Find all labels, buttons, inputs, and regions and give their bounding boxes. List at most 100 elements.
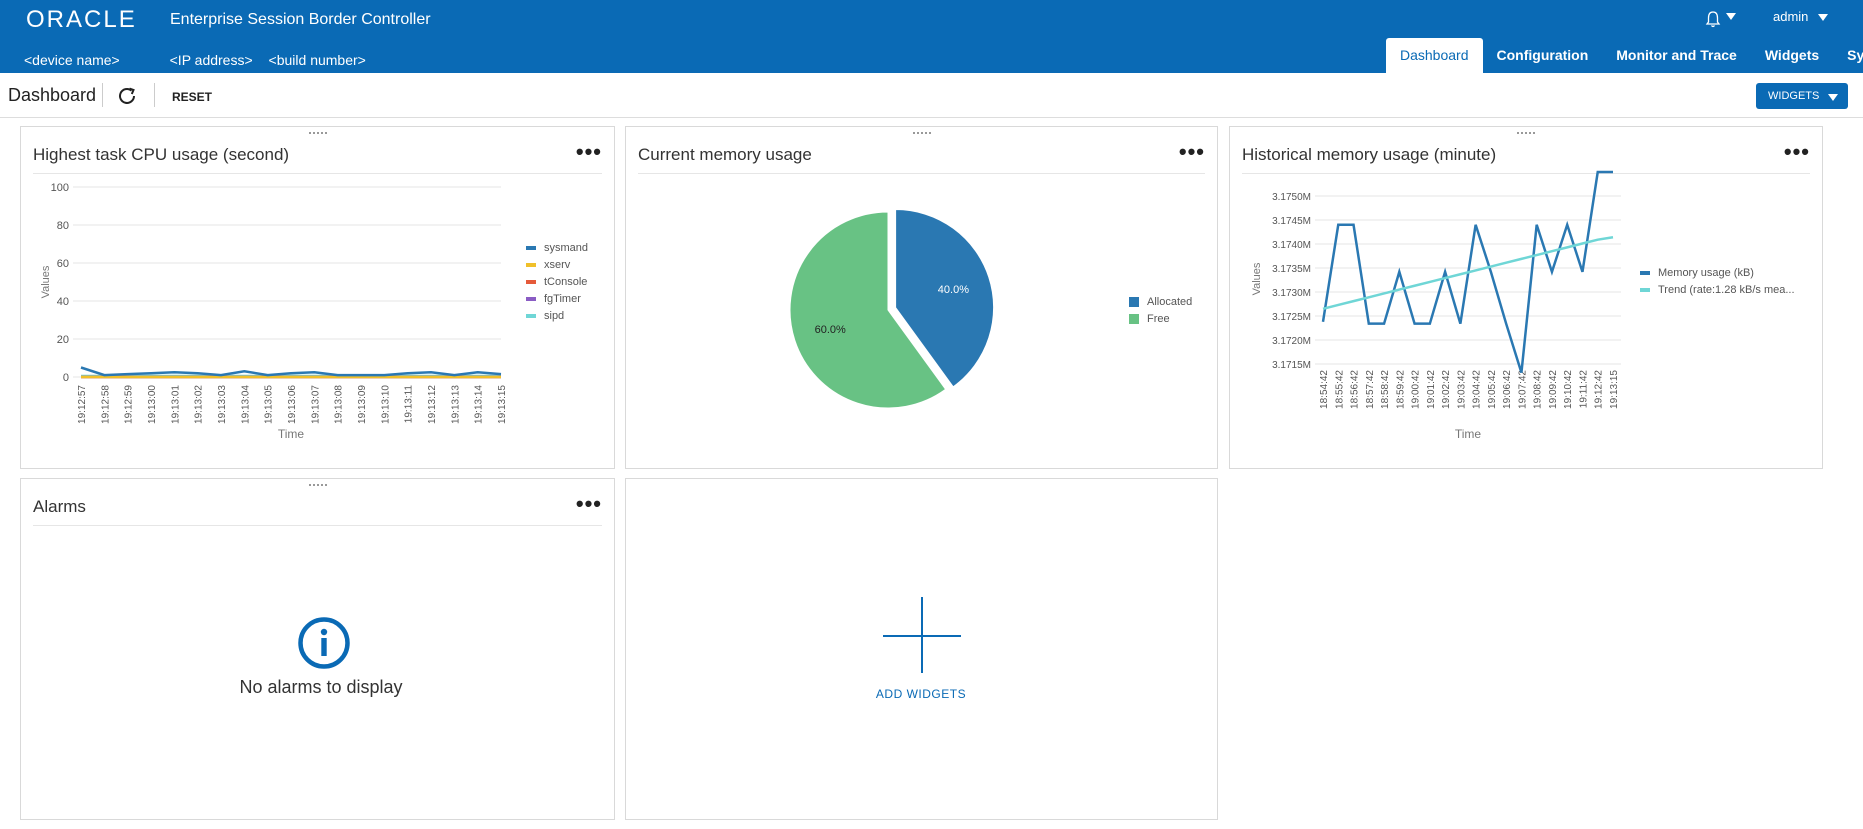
x-tick-label: 19:13:15 <box>1609 370 1620 409</box>
legend-item: fgTimer <box>526 290 588 307</box>
cpu-usage-widget: Highest task CPU usage (second) ••• 0 20 4… <box>20 126 615 469</box>
series-line <box>80 366 502 377</box>
ip-address: <IP address> <box>169 52 253 68</box>
memory-usage-widget: Current memory usage ••• 40.0% 60.0% Allo… <box>625 126 1218 469</box>
x-tick-label: 19:04:42 <box>1472 370 1483 409</box>
more-options-icon[interactable]: ••• <box>575 491 602 516</box>
y-tick-label: 3.1750M <box>1272 192 1311 203</box>
slice-label: 60.0% <box>815 324 846 336</box>
chart-legend: Allocated Free <box>1129 293 1192 327</box>
bell-icon[interactable] <box>1703 9 1723 29</box>
legend-item: sysmand <box>526 239 588 256</box>
widgets-button-label: WIDGETS <box>1768 90 1820 102</box>
x-tick-label: 19:13:01 <box>170 385 181 424</box>
x-tick-label: 19:05:42 <box>1487 370 1498 409</box>
add-widgets-link[interactable]: ADD WIDGETS <box>875 687 967 701</box>
info-icon <box>298 617 350 669</box>
title-divider <box>1242 173 1810 174</box>
legend-item: Memory usage (kB) <box>1640 264 1795 281</box>
slice-label: 40.0% <box>938 284 969 296</box>
x-tick-label: 19:00:42 <box>1411 370 1422 409</box>
refresh-icon[interactable] <box>116 85 138 107</box>
alarms-widget: Alarms ••• No alarms to display <box>20 478 615 820</box>
more-options-icon[interactable]: ••• <box>1783 139 1810 164</box>
y-tick-label: 40 <box>57 296 69 308</box>
chevron-down-icon[interactable] <box>1726 13 1736 20</box>
toolbar-divider <box>154 83 155 107</box>
cpu-usage-chart: 0 20 40 60 80 100 Values Time 19:12:57 19:12:58 19… <box>40 182 508 441</box>
x-tick-label: 18:59:42 <box>1395 370 1406 409</box>
x-tick-label: 19:13:07 <box>310 385 321 424</box>
y-tick-label: 80 <box>57 220 69 232</box>
chevron-down-icon <box>1818 14 1829 22</box>
x-tick-label: 18:54:42 <box>1319 370 1330 409</box>
y-axis-label: Values <box>40 265 52 298</box>
x-tick-label: 19:13:11 <box>404 385 415 424</box>
more-options-icon[interactable]: ••• <box>575 139 602 164</box>
reset-button[interactable]: RESET <box>172 90 213 104</box>
y-tick-label: 3.1730M <box>1272 288 1311 299</box>
widget-title: Highest task CPU usage (second) <box>33 145 290 164</box>
x-tick-label: 19:13:00 <box>147 385 158 424</box>
x-tick-label: 18:57:42 <box>1365 370 1376 409</box>
legend-item: tConsole <box>526 273 588 290</box>
y-axis-label: Values <box>1251 262 1263 295</box>
x-tick-label: 19:01:42 <box>1426 370 1437 409</box>
x-tick-label: 19:12:42 <box>1594 370 1605 409</box>
drag-handle[interactable] <box>912 132 931 134</box>
x-tick-label: 19:13:08 <box>334 385 345 424</box>
y-tick-label: 0 <box>63 372 69 384</box>
x-tick-label: 19:11:42 <box>1578 370 1589 409</box>
tab-monitor-and-trace[interactable]: Monitor and Trace <box>1616 47 1737 63</box>
historical-memory-widget: Historical memory usage (minute) ••• 3.1… <box>1229 126 1823 469</box>
title-divider <box>33 525 602 526</box>
legend-item: sipd <box>526 307 588 324</box>
x-tick-label: 19:13:02 <box>194 385 205 424</box>
x-tick-label: 19:13:05 <box>264 385 275 424</box>
y-tick-label: 3.1735M <box>1272 264 1311 275</box>
drag-handle[interactable] <box>308 484 327 486</box>
widget-title: Current memory usage <box>638 145 812 164</box>
x-tick-label: 19:13:09 <box>357 385 368 424</box>
legend-item: Trend (rate:1.28 kB/s mea... <box>1640 281 1795 298</box>
chart-legend: Memory usage (kB) Trend (rate:1.28 kB/s … <box>1640 264 1795 298</box>
widget-title: Alarms <box>33 497 86 516</box>
x-tick-label: 19:08:42 <box>1533 370 1544 409</box>
y-tick-label: 3.1725M <box>1272 312 1311 323</box>
tab-configuration[interactable]: Configuration <box>1496 47 1589 63</box>
oracle-logo: ORACLE <box>26 6 137 33</box>
toolbar-divider <box>102 83 103 107</box>
device-name: <device name> <box>24 52 120 68</box>
x-tick-label: 19:13:13 <box>450 385 461 424</box>
x-tick-label: 19:12:58 <box>100 385 111 424</box>
plus-icon[interactable] <box>883 635 961 637</box>
pie-slice <box>789 211 947 409</box>
more-options-icon[interactable]: ••• <box>1178 139 1205 164</box>
legend-item: Allocated <box>1129 293 1192 310</box>
widgets-button[interactable]: WIDGETS <box>1756 83 1848 109</box>
app-header: ORACLE Enterprise Session Border Control… <box>0 0 1863 73</box>
y-tick-label: 3.1745M <box>1272 216 1311 227</box>
x-tick-label: 19:13:10 <box>380 385 391 424</box>
y-tick-label: 60 <box>57 258 69 270</box>
memory-history-chart: 3.1715M 3.1720M 3.1725M 3.1730M 3.1735M 3.174… <box>1251 170 1621 441</box>
x-tick-label: 19:06:42 <box>1502 370 1513 409</box>
tab-dashboard[interactable]: Dashboard <box>1386 38 1483 73</box>
product-name: Enterprise Session Border Controller <box>170 11 431 28</box>
x-axis-label: Time <box>278 427 305 441</box>
x-tick-label: 19:09:42 <box>1548 370 1559 409</box>
chart-legend: sysmand xserv tConsole fgTimer sipd <box>526 239 588 324</box>
device-info: <device name> <IP address> <build number… <box>24 52 412 68</box>
drag-handle[interactable] <box>1517 132 1535 134</box>
tab-widgets[interactable]: Widgets <box>1764 47 1820 63</box>
x-tick-label: 19:13:14 <box>474 385 485 424</box>
x-tick-label: 19:13:12 <box>427 385 438 424</box>
x-tick-label: 19:12:59 <box>124 385 135 424</box>
pie-slice <box>895 209 995 388</box>
user-menu[interactable]: admin <box>1773 9 1829 24</box>
build-number: <build number> <box>268 52 366 68</box>
add-widgets-card[interactable]: ADD WIDGETS <box>625 478 1218 820</box>
tab-system[interactable]: System <box>1847 47 1863 63</box>
main-tabs: Dashboard Configuration Monitor and Trac… <box>1386 38 1863 73</box>
drag-handle[interactable] <box>308 132 327 134</box>
